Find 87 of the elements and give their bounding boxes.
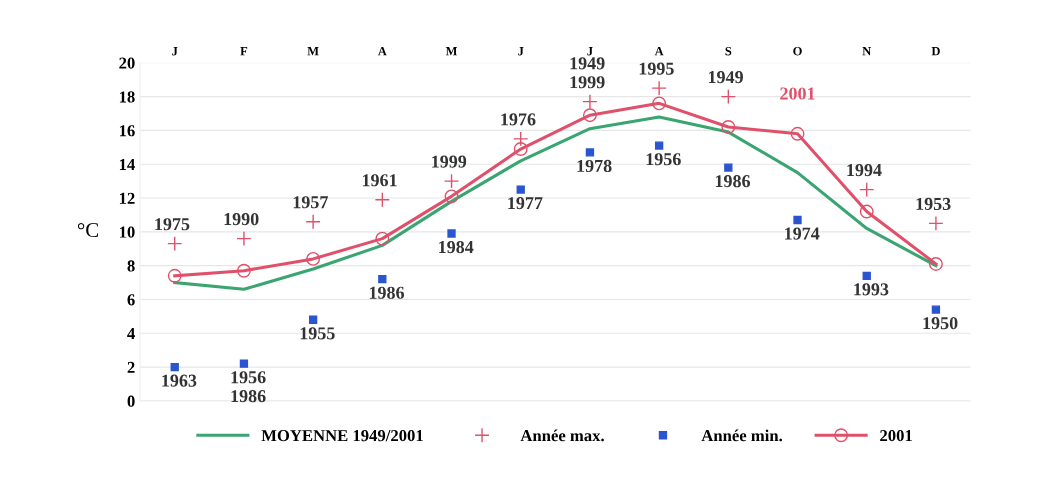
point — [928, 215, 944, 232]
annotation: 1994 — [847, 164, 882, 177]
y-tick-label: 6 — [127, 294, 135, 306]
x-tick-label: F — [240, 47, 248, 56]
point — [582, 94, 598, 110]
annotation: 1949 1999 — [570, 57, 605, 89]
annotation: 1974 — [785, 227, 820, 240]
point — [308, 315, 318, 324]
point — [167, 236, 183, 252]
annotation: 1950 — [923, 317, 958, 330]
annotation: 1995 — [639, 62, 674, 75]
point — [724, 163, 733, 172]
point — [720, 88, 736, 105]
x-tick-label: N — [862, 47, 872, 56]
point — [585, 148, 595, 157]
annotation: 1984 — [439, 241, 474, 254]
y-tick-label: 14 — [119, 159, 135, 170]
point — [516, 185, 525, 194]
y-tick-label: 16 — [119, 125, 135, 137]
point — [374, 192, 390, 208]
annotation: 1956 — [646, 153, 681, 166]
annotation: 1957 — [293, 196, 328, 209]
y-axis-title: °C — [77, 223, 99, 238]
annotation: 2001 — [780, 87, 815, 100]
point — [513, 142, 528, 156]
x-tick-label: J — [518, 47, 524, 56]
legend-label: MOYENNE 1949/2001 — [261, 430, 423, 442]
x-tick-label: S — [725, 46, 732, 56]
point — [378, 275, 387, 284]
point — [305, 214, 321, 230]
point — [793, 215, 802, 225]
annotation: 1993 — [854, 283, 889, 296]
point — [859, 181, 875, 198]
point — [513, 131, 529, 147]
legend-label: Année min. — [701, 429, 783, 442]
point — [167, 268, 182, 283]
point — [721, 120, 736, 134]
point — [239, 359, 249, 368]
x-tick-label: O — [793, 46, 802, 56]
point — [931, 305, 941, 314]
y-tick-label: 2 — [127, 361, 135, 373]
point — [582, 108, 597, 123]
y-tick-label: 0 — [127, 395, 135, 407]
x-tick-label: J — [587, 47, 593, 56]
x-tick-label: J — [172, 47, 178, 56]
annotation: 1986 — [369, 286, 405, 299]
point — [170, 362, 179, 372]
y-tick-label: 18 — [119, 91, 135, 103]
legend-label: 2001 — [880, 430, 912, 442]
y-tick-label: 12 — [119, 192, 135, 204]
annotation: 1990 — [224, 213, 259, 226]
annotation: 1949 — [708, 71, 743, 84]
x-tick-label: A — [377, 47, 387, 56]
point — [928, 257, 943, 271]
x-tick-label: D — [931, 47, 940, 56]
annotation: 1955 — [300, 327, 335, 340]
point — [862, 271, 871, 280]
x-tick-label: M — [307, 47, 319, 56]
annotation: 1953 — [916, 197, 951, 210]
annotation: 1978 — [577, 159, 612, 173]
annotation: 1999 — [432, 155, 467, 168]
x-tick-label: M — [445, 47, 458, 56]
point — [236, 230, 252, 247]
point — [651, 80, 667, 96]
annotation: 1976 — [501, 113, 536, 126]
point — [790, 126, 805, 141]
point — [444, 189, 459, 204]
point — [859, 204, 874, 219]
y-tick-label: 20 — [119, 57, 135, 69]
y-tick-label: 10 — [119, 226, 135, 238]
point — [375, 231, 390, 246]
annotation: 1977 — [508, 197, 543, 210]
annotation: 1975 — [155, 218, 190, 231]
point — [652, 96, 667, 111]
legend-label: Année max. — [520, 429, 604, 442]
y-tick-label: 4 — [127, 328, 135, 340]
point — [654, 141, 664, 150]
point — [306, 251, 321, 266]
annotation: 1963 — [162, 374, 197, 387]
annotation: 1986 — [715, 175, 751, 188]
annotation: 1956 1986 — [231, 371, 266, 403]
point — [236, 263, 251, 278]
annotation: 1961 — [362, 174, 397, 187]
x-tick-label: A — [654, 47, 664, 56]
point — [447, 229, 456, 238]
point — [443, 173, 460, 189]
y-tick-label: 8 — [127, 260, 135, 272]
